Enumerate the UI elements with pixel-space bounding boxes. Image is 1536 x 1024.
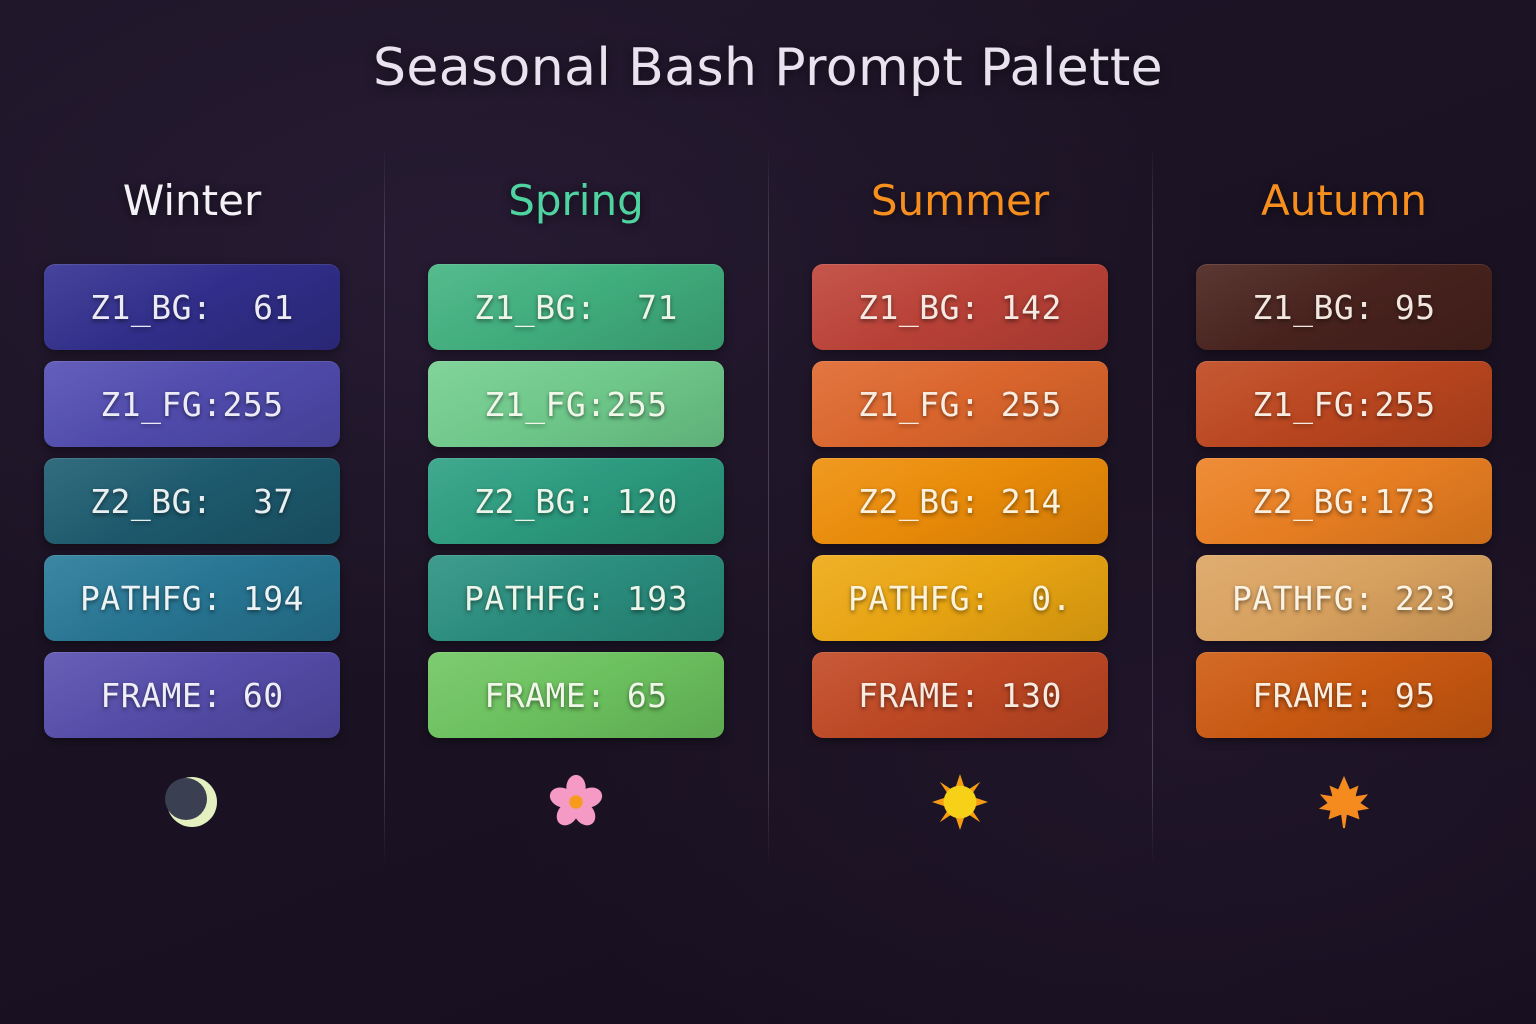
chip-summer-z1-fg[interactable]: Z1_FG: 255: [812, 361, 1108, 447]
maple-leaf-icon: [1310, 768, 1378, 836]
chip-label: PATHFG: 193: [463, 578, 689, 618]
chip-label: Z1_BG: 61: [90, 287, 294, 327]
chip-spring-pathfg[interactable]: PATHFG: 193: [428, 555, 724, 641]
season-column-autumn: Autumn Z1_BG: 95 Z1_FG:255 Z2_BG:173 PAT…: [1152, 148, 1536, 864]
chip-label: FRAME: 60: [100, 675, 284, 715]
chip-autumn-z1-bg[interactable]: Z1_BG: 95: [1196, 264, 1492, 350]
sun-icon: [926, 768, 994, 836]
chip-label: Z1_BG: 71: [474, 287, 678, 327]
chip-winter-z2-bg[interactable]: Z2_BG: 37: [44, 458, 340, 544]
season-column-summer: Summer Z1_BG: 142 Z1_FG: 255 Z2_BG: 214 …: [768, 148, 1152, 864]
chip-label: Z1_FG:255: [100, 384, 284, 424]
cherry-blossom-icon: [542, 768, 610, 836]
chip-label: Z2_BG: 214: [858, 481, 1062, 521]
chip-summer-z2-bg[interactable]: Z2_BG: 214: [812, 458, 1108, 544]
chip-label: PATHFG: 0.: [847, 578, 1073, 618]
chip-winter-pathfg[interactable]: PATHFG: 194: [44, 555, 340, 641]
chip-spring-z1-fg[interactable]: Z1_FG:255: [428, 361, 724, 447]
chip-list-summer: Z1_BG: 142 Z1_FG: 255 Z2_BG: 214 PATHFG:…: [812, 264, 1108, 738]
chip-list-autumn: Z1_BG: 95 Z1_FG:255 Z2_BG:173 PATHFG: 22…: [1196, 264, 1492, 738]
season-header-summer: Summer: [870, 176, 1050, 225]
chip-label: PATHFG: 194: [79, 578, 305, 618]
chip-label: Z2_BG: 37: [90, 481, 294, 521]
chip-spring-z2-bg[interactable]: Z2_BG: 120: [428, 458, 724, 544]
chip-label: PATHFG: 223: [1231, 578, 1457, 618]
chip-autumn-pathfg[interactable]: PATHFG: 223: [1196, 555, 1492, 641]
chip-label: Z1_FG: 255: [858, 384, 1062, 424]
season-columns: Winter Z1_BG: 61 Z1_FG:255 Z2_BG: 37 PAT…: [0, 148, 1536, 864]
chip-label: Z1_FG:255: [1252, 384, 1436, 424]
chip-label: Z1_BG: 142: [858, 287, 1062, 327]
chip-label: Z2_BG: 120: [474, 481, 678, 521]
season-column-spring: Spring Z1_BG: 71 Z1_FG:255 Z2_BG: 120 PA…: [384, 148, 768, 864]
chip-label: FRAME: 65: [484, 675, 668, 715]
chip-winter-frame[interactable]: FRAME: 60: [44, 652, 340, 738]
waning-crescent-moon-icon: [158, 768, 226, 836]
season-header-winter: Winter: [122, 176, 262, 225]
chip-label: Z1_BG: 95: [1252, 287, 1436, 327]
chip-autumn-frame[interactable]: FRAME: 95: [1196, 652, 1492, 738]
chip-winter-z1-fg[interactable]: Z1_FG:255: [44, 361, 340, 447]
chip-list-spring: Z1_BG: 71 Z1_FG:255 Z2_BG: 120 PATHFG: 1…: [428, 264, 724, 738]
chip-summer-pathfg[interactable]: PATHFG: 0.: [812, 555, 1108, 641]
chip-label: Z1_FG:255: [484, 384, 668, 424]
chip-label: Z2_BG:173: [1252, 481, 1436, 521]
chip-label: FRAME: 130: [858, 675, 1062, 715]
chip-summer-z1-bg[interactable]: Z1_BG: 142: [812, 264, 1108, 350]
chip-autumn-z2-bg[interactable]: Z2_BG:173: [1196, 458, 1492, 544]
page-title: Seasonal Bash Prompt Palette: [372, 38, 1164, 98]
chip-summer-frame[interactable]: FRAME: 130: [812, 652, 1108, 738]
season-header-autumn: Autumn: [1261, 176, 1427, 225]
chip-spring-z1-bg[interactable]: Z1_BG: 71: [428, 264, 724, 350]
chip-spring-frame[interactable]: FRAME: 65: [428, 652, 724, 738]
season-column-winter: Winter Z1_BG: 61 Z1_FG:255 Z2_BG: 37 PAT…: [0, 148, 384, 864]
chip-label: FRAME: 95: [1252, 675, 1436, 715]
chip-winter-z1-bg[interactable]: Z1_BG: 61: [44, 264, 340, 350]
season-header-spring: Spring: [508, 176, 644, 225]
chip-list-winter: Z1_BG: 61 Z1_FG:255 Z2_BG: 37 PATHFG: 19…: [44, 264, 340, 738]
chip-autumn-z1-fg[interactable]: Z1_FG:255: [1196, 361, 1492, 447]
